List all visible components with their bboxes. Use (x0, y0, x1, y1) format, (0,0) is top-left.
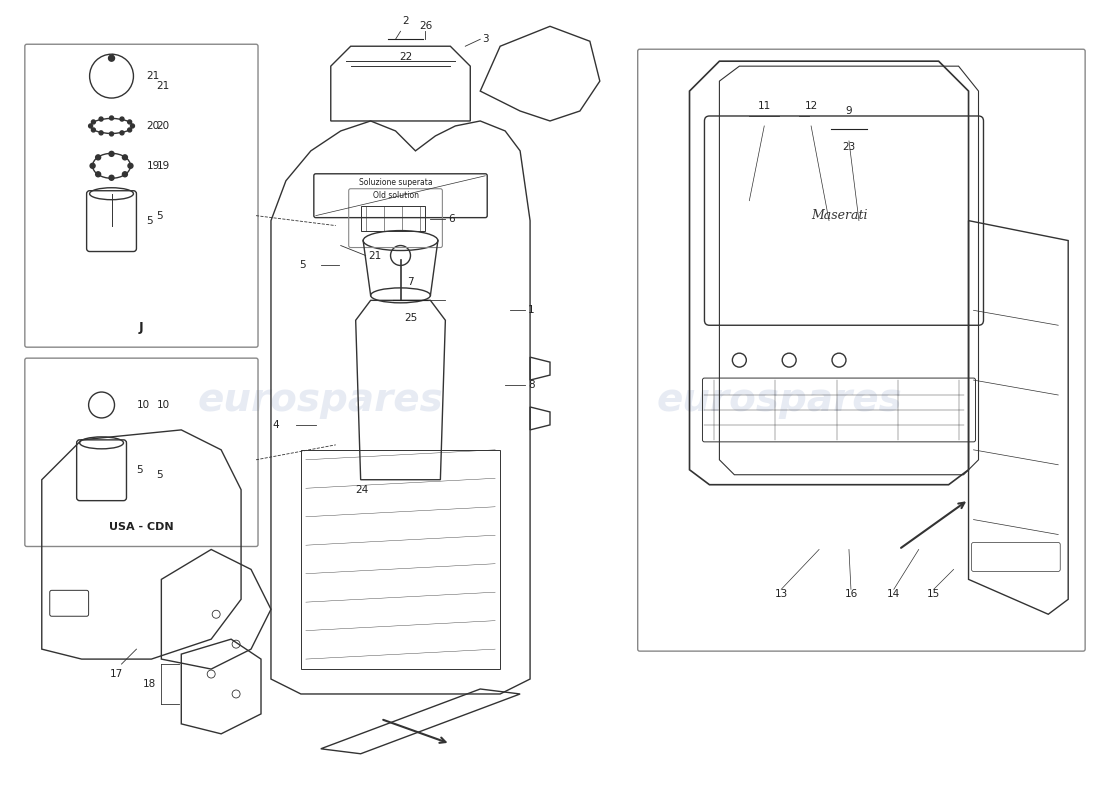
Circle shape (109, 175, 114, 180)
Text: 23: 23 (843, 142, 856, 152)
Text: 3: 3 (482, 34, 488, 44)
Text: 11: 11 (758, 101, 771, 111)
Circle shape (131, 124, 134, 128)
Circle shape (99, 117, 103, 121)
Circle shape (96, 155, 100, 160)
Text: 12: 12 (804, 101, 817, 111)
Text: 7: 7 (407, 278, 414, 287)
Circle shape (122, 172, 128, 177)
Text: Soluzione superata: Soluzione superata (359, 178, 432, 187)
Text: Maserati: Maserati (811, 209, 867, 222)
Text: 25: 25 (404, 314, 417, 323)
Text: 5: 5 (156, 470, 163, 480)
Circle shape (109, 55, 114, 61)
Text: 19: 19 (146, 161, 160, 171)
Circle shape (90, 163, 95, 168)
Text: 5: 5 (136, 465, 143, 474)
Text: 4: 4 (273, 420, 279, 430)
Text: 17: 17 (110, 669, 123, 679)
Circle shape (91, 120, 96, 124)
Circle shape (122, 155, 128, 160)
Text: 26: 26 (419, 22, 432, 31)
Text: 2: 2 (403, 16, 409, 26)
Text: 15: 15 (927, 590, 940, 599)
Text: 13: 13 (774, 590, 788, 599)
Text: eurospares: eurospares (198, 381, 443, 419)
Text: 6: 6 (449, 214, 455, 224)
Text: Old solution: Old solution (373, 191, 418, 200)
Text: 10: 10 (156, 400, 169, 410)
Text: 8: 8 (528, 380, 535, 390)
Circle shape (128, 163, 133, 168)
Text: eurospares: eurospares (657, 381, 902, 419)
Text: 22: 22 (399, 52, 412, 62)
Text: 5: 5 (146, 216, 153, 226)
Text: 5: 5 (299, 261, 306, 270)
Circle shape (128, 128, 132, 132)
Text: 21: 21 (368, 250, 382, 261)
Text: 20: 20 (146, 121, 160, 131)
Text: 9: 9 (846, 106, 852, 116)
Text: 19: 19 (156, 161, 169, 171)
Circle shape (96, 172, 100, 177)
Circle shape (110, 116, 113, 120)
Text: 20: 20 (156, 121, 169, 131)
Circle shape (120, 131, 124, 135)
Text: USA - CDN: USA - CDN (109, 522, 174, 531)
Circle shape (99, 131, 103, 135)
Circle shape (89, 124, 92, 128)
Text: 18: 18 (143, 679, 156, 689)
Circle shape (128, 120, 132, 124)
Circle shape (91, 128, 96, 132)
Text: J: J (139, 321, 144, 334)
Text: 1: 1 (528, 306, 535, 315)
Circle shape (109, 151, 114, 156)
Text: 21: 21 (156, 81, 169, 91)
Circle shape (110, 132, 113, 136)
Text: 10: 10 (136, 400, 150, 410)
Text: 16: 16 (845, 590, 858, 599)
Text: 5: 5 (156, 210, 163, 221)
Circle shape (120, 117, 124, 121)
Text: 21: 21 (146, 71, 160, 81)
Text: 14: 14 (888, 590, 901, 599)
Text: 24: 24 (355, 485, 368, 494)
